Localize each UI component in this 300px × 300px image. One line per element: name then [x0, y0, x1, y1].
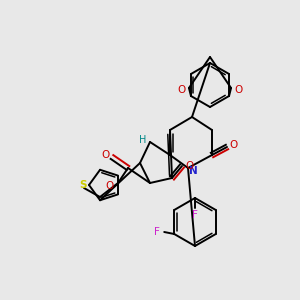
Text: O: O — [101, 150, 109, 160]
Text: F: F — [154, 227, 160, 237]
Text: N: N — [189, 166, 197, 176]
Text: O: O — [234, 85, 242, 95]
Text: F: F — [192, 210, 198, 220]
Text: O: O — [230, 140, 238, 150]
Text: O: O — [185, 161, 193, 171]
Text: S: S — [79, 180, 87, 190]
Text: H: H — [139, 135, 147, 145]
Text: O: O — [178, 85, 186, 95]
Text: O: O — [105, 181, 113, 191]
